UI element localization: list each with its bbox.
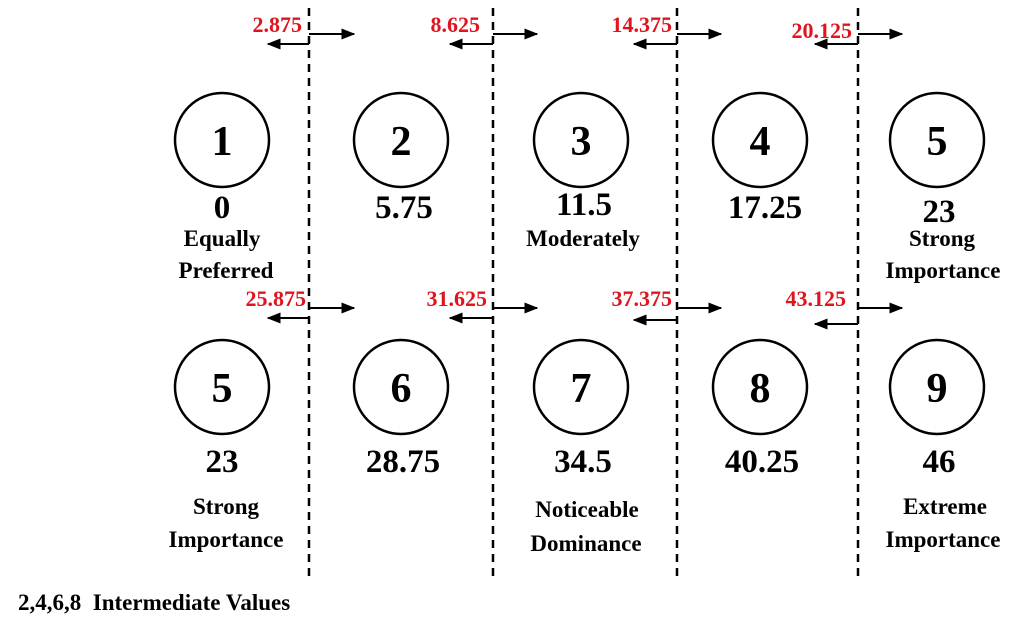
bottom-item-1: 5 23 Strong Importance [169,338,284,552]
rating-label-line-2: Dominance [530,531,641,556]
bottom-item-4: 8 40.25 [711,338,809,480]
rating-number: 5 [927,119,948,165]
top-threshold-1: 2.875 [253,12,303,37]
rating-number: 9 [927,366,948,412]
rating-value: 23 [206,444,239,480]
rating-label-line-1: Moderately [526,226,640,251]
rating-circle [173,338,271,436]
rating-circle [532,91,630,189]
top-threshold-4: 20.125 [792,18,853,43]
bottom-item-3: 7 34.5 Noticeable Dominance [530,338,642,556]
rating-label-line-2: Importance [169,527,284,552]
rating-value: 5.75 [375,190,433,226]
rating-value: 23 [923,194,956,230]
rating-number: 3 [571,119,592,165]
rating-label-line-1: Noticeable [535,497,638,522]
bottom-threshold-2: 31.625 [427,286,488,311]
rating-value: 17.25 [728,190,802,226]
rating-circle [352,338,450,436]
rating-label-line-1: Extreme [903,494,987,519]
top-threshold-3: 14.375 [612,12,673,37]
rating-label-line-1: Equally [184,226,261,251]
rating-number: 5 [212,366,233,412]
rating-value: 28.75 [366,444,440,480]
rating-value: 0 [214,190,231,226]
rating-value: 11.5 [556,187,612,223]
rating-circle [888,338,986,436]
top-item-3: 3 11.5 Moderately [526,91,640,251]
bottom-item-5: 9 46 Extreme Importance [886,338,1001,552]
rating-number: 2 [391,119,412,165]
rating-circle [532,338,630,436]
footer-note: 2,4,6,8 Intermediate Values [18,590,290,615]
bottom-threshold-3: 37.375 [612,286,673,311]
rating-label-line-1: Strong [193,494,260,519]
rating-number: 7 [571,366,592,412]
rating-label-line-2: Importance [886,527,1001,552]
rating-number: 1 [212,119,233,165]
bottom-item-2: 6 28.75 [352,338,450,480]
rating-number: 8 [750,366,771,412]
rating-value: 40.25 [725,444,799,480]
rating-label-line-1: Strong [909,226,976,251]
rating-number: 6 [391,366,412,412]
rating-label-line-2: Importance [886,258,1001,283]
rating-value: 46 [923,444,956,480]
bottom-threshold-1: 25.875 [246,286,307,311]
rating-value: 34.5 [554,444,612,480]
rating-circle [711,91,809,189]
rating-circle [711,338,809,436]
rating-number: 4 [750,119,771,165]
top-item-1: 1 0 Equally Preferred [173,91,274,283]
rating-circle [173,91,271,189]
top-item-2: 2 5.75 [352,91,450,226]
rating-label-line-2: Preferred [179,258,274,283]
bottom-threshold-4: 43.125 [786,286,847,311]
top-threshold-2: 8.625 [431,12,481,37]
rating-circle [352,91,450,189]
top-item-5: 5 23 Strong Importance [886,91,1001,283]
rating-circle [888,91,986,189]
top-item-4: 4 17.25 [711,91,809,226]
